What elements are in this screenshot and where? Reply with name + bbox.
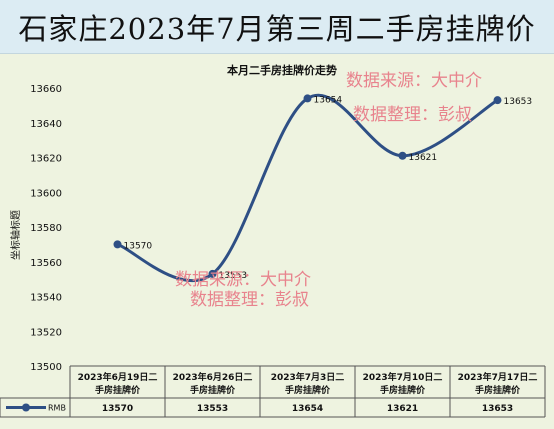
- watermark-bottom: 数据来源：大中介 数据整理：彭叔: [175, 270, 311, 310]
- table-header-0: 2023年6月19日二手房挂牌价: [78, 371, 158, 396]
- series-line-rmb: [116, 94, 499, 283]
- table-header-2: 2023年7月3日二手房挂牌价: [271, 371, 345, 396]
- y-tick-label-2: 13540: [30, 293, 62, 304]
- y-tick-label-0: 13500: [30, 362, 62, 373]
- watermark-top-line1: 数据来源：大中介: [346, 71, 482, 91]
- watermark-bottom-line2: 数据整理：彭叔: [190, 290, 309, 310]
- data-label-1: 13553: [219, 271, 248, 281]
- y-axis-title: 坐标轴标题: [9, 210, 22, 260]
- data-point-4: [493, 96, 502, 105]
- title-banner: 石家庄2023年7月第三周二手房挂牌价: [0, 0, 554, 54]
- legend-swatch-marker: [22, 403, 30, 412]
- y-axis-ticks: 13500 13520 13540 13560 13580 13600 13620 13640…: [30, 84, 62, 373]
- y-tick-label-1: 13520: [30, 327, 62, 338]
- data-point-3: [398, 151, 407, 160]
- data-point-1: [208, 269, 217, 278]
- line-chart: 本月二手房挂牌价走势 坐标轴标题 13500135201354013560135…: [0, 63, 546, 418]
- table-header-1: 2023年6月26日二手房挂牌价: [173, 371, 253, 396]
- table-value-1: 13553: [197, 404, 228, 414]
- table-value-0: 13570: [102, 404, 133, 414]
- y-tick-label-5: 13600: [30, 188, 62, 199]
- page-title: 石家庄2023年7月第三周二手房挂牌价: [18, 11, 536, 46]
- data-table: 2023年6月19日二手房挂牌价 13570 2023年6月26日二手房挂牌价 135…: [0, 365, 546, 418]
- watermark-top-line2: 数据整理：彭叔: [353, 105, 472, 125]
- watermark-bottom-line1: 数据来源：大中介: [175, 270, 311, 290]
- table-header-4: 2023年7月17日二手房挂牌价: [458, 371, 538, 396]
- chart-title: 本月二手房挂牌价走势: [227, 63, 337, 77]
- y-tick-label-7: 13640: [30, 119, 62, 130]
- data-label-4: 13653: [504, 97, 533, 107]
- y-tick-label-4: 13580: [30, 223, 62, 234]
- data-point-0: [113, 240, 122, 249]
- data-point-2: [303, 94, 312, 103]
- data-label-3: 13621: [409, 153, 438, 163]
- y-tick-label-3: 13560: [30, 258, 62, 269]
- y-tick-label-6: 13620: [30, 154, 62, 165]
- y-tick-label-8: 13660: [30, 84, 62, 95]
- table-value-3: 13621: [387, 404, 418, 414]
- data-label-2: 13654: [314, 95, 343, 105]
- data-label-0: 13570: [124, 241, 153, 251]
- table-value-2: 13654: [292, 404, 323, 414]
- series-group: 13570 13553 13654 13621 13653: [113, 94, 533, 283]
- table-header-3: 2023年7月10日二手房挂牌价: [363, 371, 443, 396]
- watermark-top: 数据来源：大中介 数据整理：彭叔: [346, 71, 482, 125]
- table-value-4: 13653: [482, 404, 513, 414]
- legend-label: RMB: [48, 404, 66, 413]
